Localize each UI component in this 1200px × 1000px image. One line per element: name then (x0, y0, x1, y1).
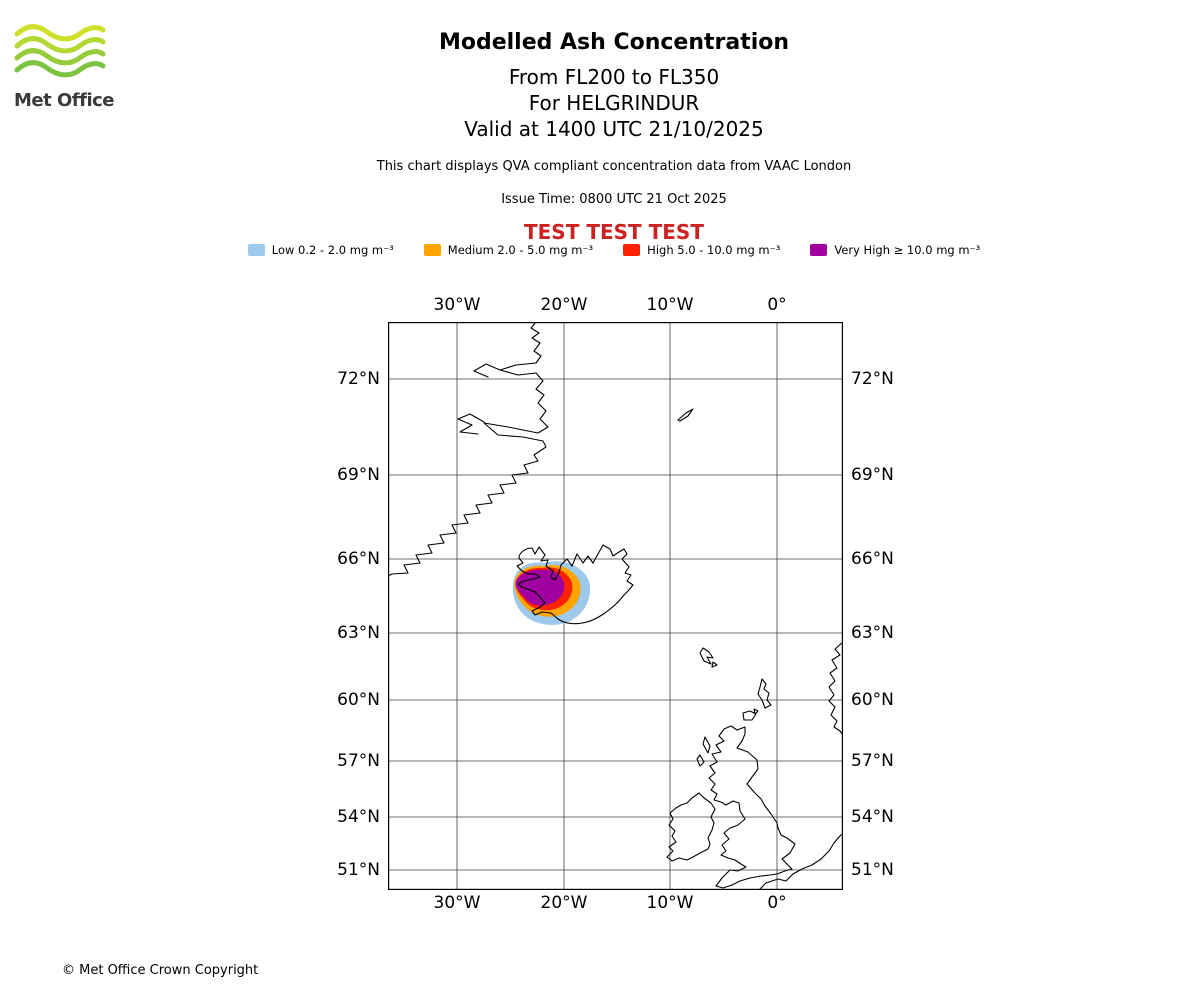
legend-swatch-very-high-icon (810, 244, 828, 256)
norway-coastline (828, 641, 843, 736)
valid-time: Valid at 1400 UTC 21/10/2025 (464, 117, 764, 141)
met-office-logo: Met Office (14, 22, 124, 111)
map-border (388, 322, 843, 890)
legend-label-low: Low 0.2 - 2.0 mg m⁻³ (271, 243, 394, 257)
legend-item-high: High 5.0 - 10.0 mg m⁻³ (623, 243, 780, 257)
lon-label-bottom-0: 0° (767, 893, 787, 913)
legend-item-very-high: Very High ≥ 10.0 mg m⁻³ (810, 243, 980, 257)
concentration-legend: Low 0.2 - 2.0 mg m⁻³ Medium 2.0 - 5.0 mg… (28, 243, 1200, 257)
legend-label-high: High 5.0 - 10.0 mg m⁻³ (647, 243, 781, 257)
jan-mayen-island (677, 408, 694, 422)
test-banner: TEST TEST TEST (524, 220, 704, 244)
met-office-logo-waves-icon (14, 24, 106, 78)
title-block: Modelled Ash Concentration From FL200 to… (214, 30, 1014, 244)
lat-label-left-54n: 54°N (337, 807, 380, 827)
lat-label-left-72n: 72°N (337, 369, 380, 389)
copyright-notice: © Met Office Crown Copyright (62, 963, 259, 978)
greenland-coastline (388, 322, 549, 577)
lon-label-bottom-10w: 10°W (646, 893, 694, 913)
ash-contour-very-high (515, 569, 565, 606)
ireland-coastline (666, 792, 716, 862)
legend-item-low: Low 0.2 - 2.0 mg m⁻³ (247, 243, 394, 257)
lat-label-left-63n: 63°N (337, 623, 380, 643)
orkney-islands (742, 708, 759, 721)
legend-swatch-medium-icon (423, 244, 441, 256)
lat-label-left-66n: 66°N (337, 549, 380, 569)
lat-label-right-63n: 63°N (851, 623, 894, 643)
lat-label-right-69n: 69°N (851, 465, 894, 485)
lat-label-right-51n: 51°N (851, 860, 894, 880)
issue-time: Issue Time: 0800 UTC 21 Oct 2025 (501, 192, 727, 207)
lat-label-left-69n: 69°N (337, 465, 380, 485)
shetland-islands (757, 678, 772, 709)
flight-level-range: From FL200 to FL350 (508, 65, 720, 89)
hebrides-islands (696, 736, 711, 767)
lat-label-right-72n: 72°N (851, 369, 894, 389)
lat-label-right-66n: 66°N (851, 549, 894, 569)
lat-label-right-60n: 60°N (851, 690, 894, 710)
lon-label-top-10w: 10°W (646, 295, 694, 315)
legend-label-medium: Medium 2.0 - 5.0 mg m⁻³ (447, 243, 594, 257)
legend-item-medium: Medium 2.0 - 5.0 mg m⁻³ (423, 243, 594, 257)
lon-label-top-0: 0° (767, 295, 787, 315)
lat-label-left-57n: 57°N (337, 751, 380, 771)
iceland-coastline (516, 544, 634, 625)
continental-europe-coastline (758, 832, 843, 890)
faroe-islands (699, 647, 718, 668)
lat-label-right-57n: 57°N (851, 751, 894, 771)
lon-label-top-20w: 20°W (540, 295, 588, 315)
lat-label-right-54n: 54°N (851, 807, 894, 827)
ash-contours (512, 561, 591, 625)
lon-label-bottom-20w: 20°W (540, 893, 588, 913)
legend-label-very-high: Very High ≥ 10.0 mg m⁻³ (834, 243, 981, 257)
lat-label-left-60n: 60°N (337, 690, 380, 710)
chart-description: This chart displays QVA compliant concen… (376, 159, 852, 174)
map-canvas (388, 322, 843, 890)
met-office-logo-text: Met Office (14, 90, 115, 111)
lat-label-left-51n: 51°N (337, 860, 380, 880)
lon-label-top-30w: 30°W (433, 295, 481, 315)
legend-swatch-low-icon (247, 244, 265, 256)
legend-swatch-high-icon (623, 244, 641, 256)
chart-title: Modelled Ash Concentration (438, 30, 790, 55)
coastlines (388, 322, 843, 890)
volcano-name: For HELGRINDUR (528, 91, 700, 115)
graticule-grid-lines (388, 322, 843, 890)
lon-label-bottom-30w: 30°W (433, 893, 481, 913)
greenland-fjords (457, 363, 501, 435)
great-britain-coastline (708, 725, 796, 889)
